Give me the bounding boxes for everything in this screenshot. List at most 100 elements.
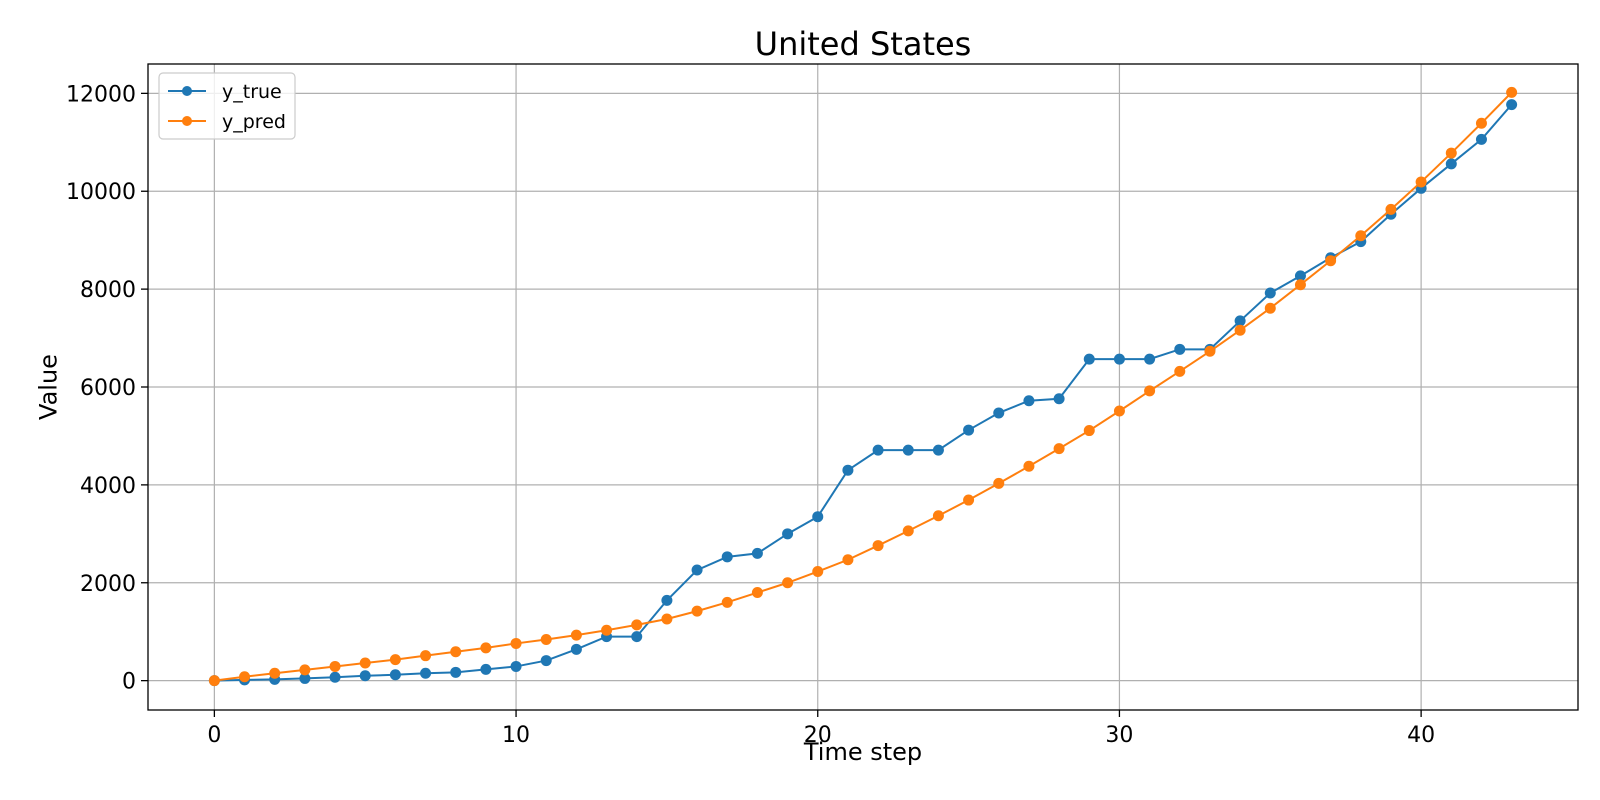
data-point-y-true	[1475, 133, 1487, 145]
data-point-y-pred	[510, 637, 522, 649]
data-point-y-pred	[963, 494, 975, 506]
data-point-y-pred	[993, 477, 1005, 489]
data-point-y-pred	[450, 646, 462, 658]
y-tick-label: 8000	[80, 278, 136, 303]
chart-title: United States	[755, 25, 972, 63]
data-point-y-pred	[1325, 255, 1337, 267]
data-point-y-pred	[1445, 147, 1457, 159]
data-point-y-pred	[269, 667, 281, 679]
y-axis-label: Value	[34, 354, 62, 420]
data-point-y-true	[1174, 343, 1186, 355]
data-point-y-pred	[1023, 460, 1035, 472]
data-point-y-pred	[1053, 443, 1065, 455]
y-tick-label: 12000	[66, 82, 136, 107]
x-axis-label: Time step	[803, 738, 922, 766]
data-point-y-pred	[1144, 385, 1156, 397]
data-point-y-pred	[1475, 117, 1487, 129]
data-point-y-pred	[1415, 176, 1427, 188]
x-tick-label: 30	[1105, 723, 1133, 748]
data-point-y-true	[420, 667, 432, 679]
data-point-y-true	[570, 643, 582, 655]
data-point-y-pred	[661, 613, 673, 625]
data-point-y-pred	[480, 642, 492, 654]
legend-entry-y-true: y_true	[222, 81, 282, 103]
data-point-y-pred	[1506, 86, 1518, 98]
data-point-y-pred	[299, 664, 311, 676]
data-point-y-true	[1445, 158, 1457, 170]
data-point-y-pred	[329, 660, 341, 672]
grid	[148, 64, 1578, 710]
data-point-y-true	[1144, 353, 1156, 365]
x-tick-label: 20	[804, 723, 832, 748]
data-point-y-true	[1264, 287, 1276, 299]
data-point-y-true	[510, 660, 522, 672]
data-point-y-true	[1234, 315, 1246, 327]
data-point-y-true	[299, 672, 311, 684]
data-point-y-pred	[721, 596, 733, 608]
data-point-y-pred	[782, 577, 794, 589]
data-point-y-pred	[1385, 203, 1397, 215]
data-point-y-pred	[1113, 405, 1125, 417]
tick-layer: 0 10 20 30 40 0 2000 4000 6000 8000 10000 12000	[66, 82, 1435, 748]
data-point-y-true	[329, 671, 341, 683]
data-point-y-true	[902, 444, 914, 456]
data-point-y-true	[1053, 393, 1065, 405]
data-point-y-pred	[1264, 302, 1276, 314]
data-point-y-true	[540, 655, 552, 667]
data-point-y-pred	[389, 654, 401, 666]
y-tick-label: 4000	[80, 474, 136, 499]
data-point-y-pred	[420, 650, 432, 662]
data-point-y-true	[872, 444, 884, 456]
data-point-y-pred	[1294, 279, 1306, 291]
data-point-y-true	[721, 551, 733, 563]
data-point-y-pred	[751, 587, 763, 599]
data-point-y-pred	[359, 657, 371, 669]
data-point-y-true	[691, 564, 703, 576]
y-tick-label: 2000	[80, 572, 136, 597]
data-point-y-true	[1083, 353, 1095, 365]
data-point-y-true	[751, 547, 763, 559]
data-point-y-true	[842, 464, 854, 476]
data-point-y-true	[963, 424, 975, 436]
data-point-y-pred	[1174, 365, 1186, 377]
data-point-y-true	[932, 444, 944, 456]
data-point-y-pred	[601, 624, 613, 636]
data-point-y-true	[359, 670, 371, 682]
data-point-y-true	[661, 594, 673, 606]
series-layer	[208, 86, 1518, 687]
data-point-y-true	[812, 511, 824, 523]
data-point-y-true	[993, 407, 1005, 419]
y-tick-label: 6000	[80, 376, 136, 401]
data-point-y-pred	[1204, 345, 1216, 357]
legend-box	[158, 72, 296, 140]
legend-marker-y-pred	[182, 116, 192, 126]
data-point-y-pred	[1355, 230, 1367, 242]
data-point-y-true	[450, 666, 462, 678]
data-point-y-true	[1294, 270, 1306, 282]
data-point-y-pred	[1083, 425, 1095, 437]
data-point-y-true	[1023, 395, 1035, 407]
legend-marker-y-true	[182, 86, 192, 96]
data-point-y-true	[782, 528, 794, 540]
y-tick-label: 0	[122, 670, 136, 695]
data-point-y-true	[389, 669, 401, 681]
x-tick-label: 40	[1407, 723, 1435, 748]
data-point-y-pred	[208, 675, 220, 687]
data-point-y-true	[631, 631, 643, 643]
x-tick-label: 0	[207, 723, 221, 748]
data-point-y-pred	[239, 671, 251, 683]
y-tick-label: 10000	[66, 180, 136, 205]
data-point-y-pred	[691, 605, 703, 617]
data-point-y-pred	[902, 525, 914, 537]
data-point-y-true	[1506, 99, 1518, 111]
data-point-y-pred	[842, 554, 854, 566]
legend-entry-y-pred: y_pred	[222, 111, 286, 133]
data-point-y-pred	[812, 566, 824, 578]
data-point-y-pred	[540, 634, 552, 646]
legend: y_true y_pred	[158, 72, 296, 140]
data-point-y-pred	[1234, 324, 1246, 336]
data-point-y-pred	[872, 540, 884, 552]
data-point-y-pred	[631, 619, 643, 631]
x-tick-label: 10	[502, 723, 530, 748]
